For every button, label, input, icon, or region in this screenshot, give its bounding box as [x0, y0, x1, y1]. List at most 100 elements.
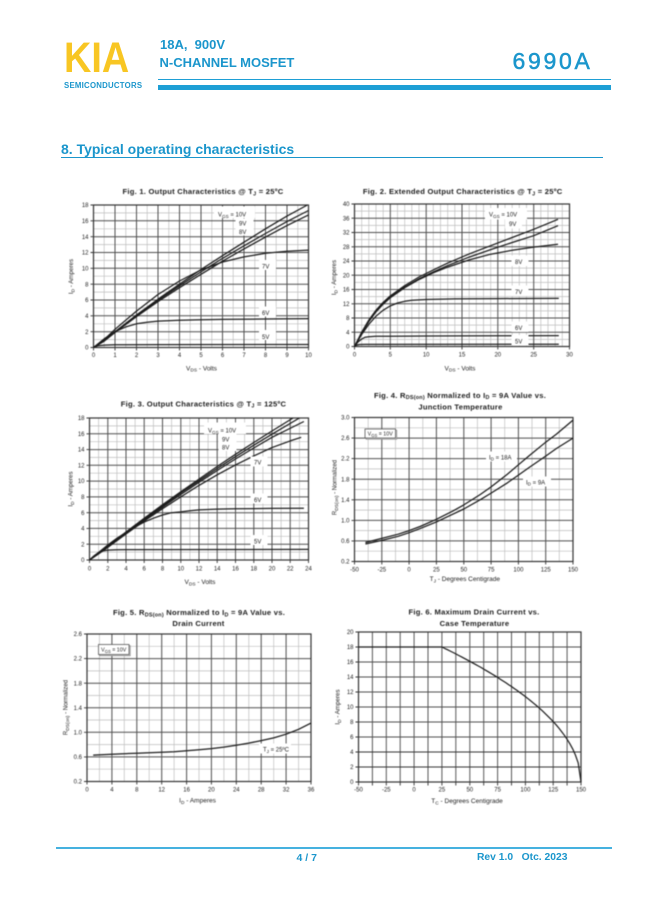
svg-text:25: 25	[439, 787, 446, 793]
svg-text:VGS = 10V: VGS = 10V	[218, 213, 246, 219]
svg-text:16: 16	[82, 219, 89, 225]
svg-text:28: 28	[343, 245, 350, 251]
svg-text:0: 0	[85, 346, 89, 352]
svg-text:16: 16	[343, 288, 350, 294]
svg-text:7V: 7V	[515, 290, 522, 296]
svg-text:4: 4	[346, 330, 350, 336]
svg-text:28: 28	[258, 787, 265, 793]
svg-text:8: 8	[135, 787, 139, 793]
svg-text:32: 32	[283, 787, 290, 793]
svg-text:0: 0	[412, 787, 416, 793]
svg-text:0.2: 0.2	[74, 780, 83, 786]
svg-text:20: 20	[269, 567, 276, 573]
svg-text:8V: 8V	[222, 446, 229, 452]
svg-text:18: 18	[78, 416, 85, 422]
svg-text:22: 22	[287, 567, 294, 573]
svg-text:RDS(on) - Normalized: RDS(on) - Normalized	[64, 680, 71, 735]
svg-text:1: 1	[113, 353, 117, 359]
svg-text:10: 10	[305, 353, 312, 359]
svg-text:2.6: 2.6	[74, 632, 83, 638]
svg-text:10: 10	[347, 705, 354, 711]
svg-text:5V: 5V	[254, 540, 261, 546]
svg-text:14: 14	[82, 235, 89, 241]
svg-text:1.8: 1.8	[74, 681, 83, 687]
svg-text:32: 32	[343, 231, 350, 237]
svg-text:TC - Degrees Centigrade: TC - Degrees Centigrade	[431, 798, 503, 806]
svg-text:ID - Amperes: ID - Amperes	[68, 471, 76, 506]
svg-text:1.8: 1.8	[341, 477, 350, 483]
svg-text:75: 75	[494, 787, 501, 793]
svg-text:6V: 6V	[515, 326, 522, 332]
svg-text:5V: 5V	[515, 340, 522, 346]
svg-text:12: 12	[82, 251, 89, 257]
svg-text:VDS - Volts: VDS - Volts	[185, 579, 217, 587]
svg-text:4: 4	[110, 787, 114, 793]
svg-text:ID - Amperes: ID - Amperes	[179, 798, 216, 806]
svg-text:2: 2	[85, 330, 89, 336]
svg-text:25: 25	[433, 568, 440, 574]
svg-text:16: 16	[183, 787, 190, 793]
svg-text:20: 20	[494, 353, 501, 359]
svg-text:30: 30	[566, 353, 573, 359]
svg-text:7: 7	[242, 353, 246, 359]
svg-text:10: 10	[78, 479, 85, 485]
svg-text:8V: 8V	[239, 230, 246, 236]
svg-text:VGS = 10V: VGS = 10V	[208, 429, 236, 435]
svg-text:2.2: 2.2	[341, 457, 350, 463]
svg-text:3: 3	[156, 353, 160, 359]
svg-text:10: 10	[423, 353, 430, 359]
svg-text:1.4: 1.4	[341, 498, 350, 504]
svg-text:8: 8	[161, 567, 165, 573]
svg-text:Fig. 6. Maximum Drain Current: Fig. 6. Maximum Drain Current vs.	[408, 608, 539, 617]
svg-text:2: 2	[106, 567, 110, 573]
svg-text:0: 0	[85, 787, 89, 793]
svg-text:100: 100	[520, 787, 531, 793]
svg-text:ID - Amperes: ID - Amperes	[331, 260, 339, 295]
svg-text:8: 8	[264, 353, 268, 359]
svg-text:0: 0	[81, 558, 85, 564]
svg-text:24: 24	[233, 787, 240, 793]
svg-text:25: 25	[530, 353, 537, 359]
svg-text:16: 16	[347, 660, 354, 666]
svg-text:8: 8	[346, 316, 350, 322]
svg-text:6V: 6V	[254, 498, 261, 504]
svg-text:20: 20	[343, 273, 350, 279]
svg-text:5V: 5V	[262, 335, 269, 341]
svg-text:20: 20	[208, 787, 215, 793]
svg-text:TJ - Degrees Centigrade: TJ - Degrees Centigrade	[430, 576, 501, 584]
svg-text:24: 24	[305, 567, 312, 573]
svg-text:2: 2	[135, 353, 139, 359]
svg-text:Case Temperature: Case Temperature	[440, 619, 510, 628]
svg-text:14: 14	[78, 448, 85, 454]
svg-text:150: 150	[568, 568, 579, 574]
svg-text:0.6: 0.6	[74, 755, 83, 761]
svg-text:2: 2	[350, 765, 354, 771]
svg-text:12: 12	[343, 302, 350, 308]
svg-text:125: 125	[541, 568, 552, 574]
svg-text:0: 0	[88, 567, 92, 573]
svg-text:0: 0	[346, 345, 350, 351]
svg-text:Drain Current: Drain Current	[172, 619, 224, 628]
svg-text:4: 4	[178, 353, 182, 359]
svg-text:36: 36	[343, 216, 350, 222]
svg-text:4: 4	[81, 527, 85, 533]
svg-text:2: 2	[81, 542, 85, 548]
svg-text:40: 40	[343, 202, 350, 208]
svg-text:3.0: 3.0	[341, 416, 350, 422]
svg-text:7V: 7V	[254, 461, 261, 467]
svg-text:6: 6	[221, 353, 225, 359]
svg-text:4: 4	[124, 567, 128, 573]
svg-text:TJ = 25ºC: TJ = 25ºC	[263, 747, 290, 754]
svg-text:1.0: 1.0	[74, 730, 83, 736]
svg-text:12: 12	[78, 463, 85, 469]
svg-text:2.6: 2.6	[341, 436, 350, 442]
svg-text:18: 18	[82, 203, 89, 209]
svg-text:1.4: 1.4	[74, 706, 83, 712]
svg-text:16: 16	[232, 567, 239, 573]
svg-text:ID - Amperes: ID - Amperes	[335, 689, 343, 724]
svg-text:Junction Temperature: Junction Temperature	[418, 402, 502, 411]
svg-text:Fig. 4. RDS(on) Normalized to: Fig. 4. RDS(on) Normalized to ID = 9A Va…	[374, 391, 546, 401]
svg-text:ID = 9A: ID = 9A	[526, 480, 545, 486]
svg-text:4: 4	[350, 750, 354, 756]
svg-text:9V: 9V	[222, 438, 229, 444]
